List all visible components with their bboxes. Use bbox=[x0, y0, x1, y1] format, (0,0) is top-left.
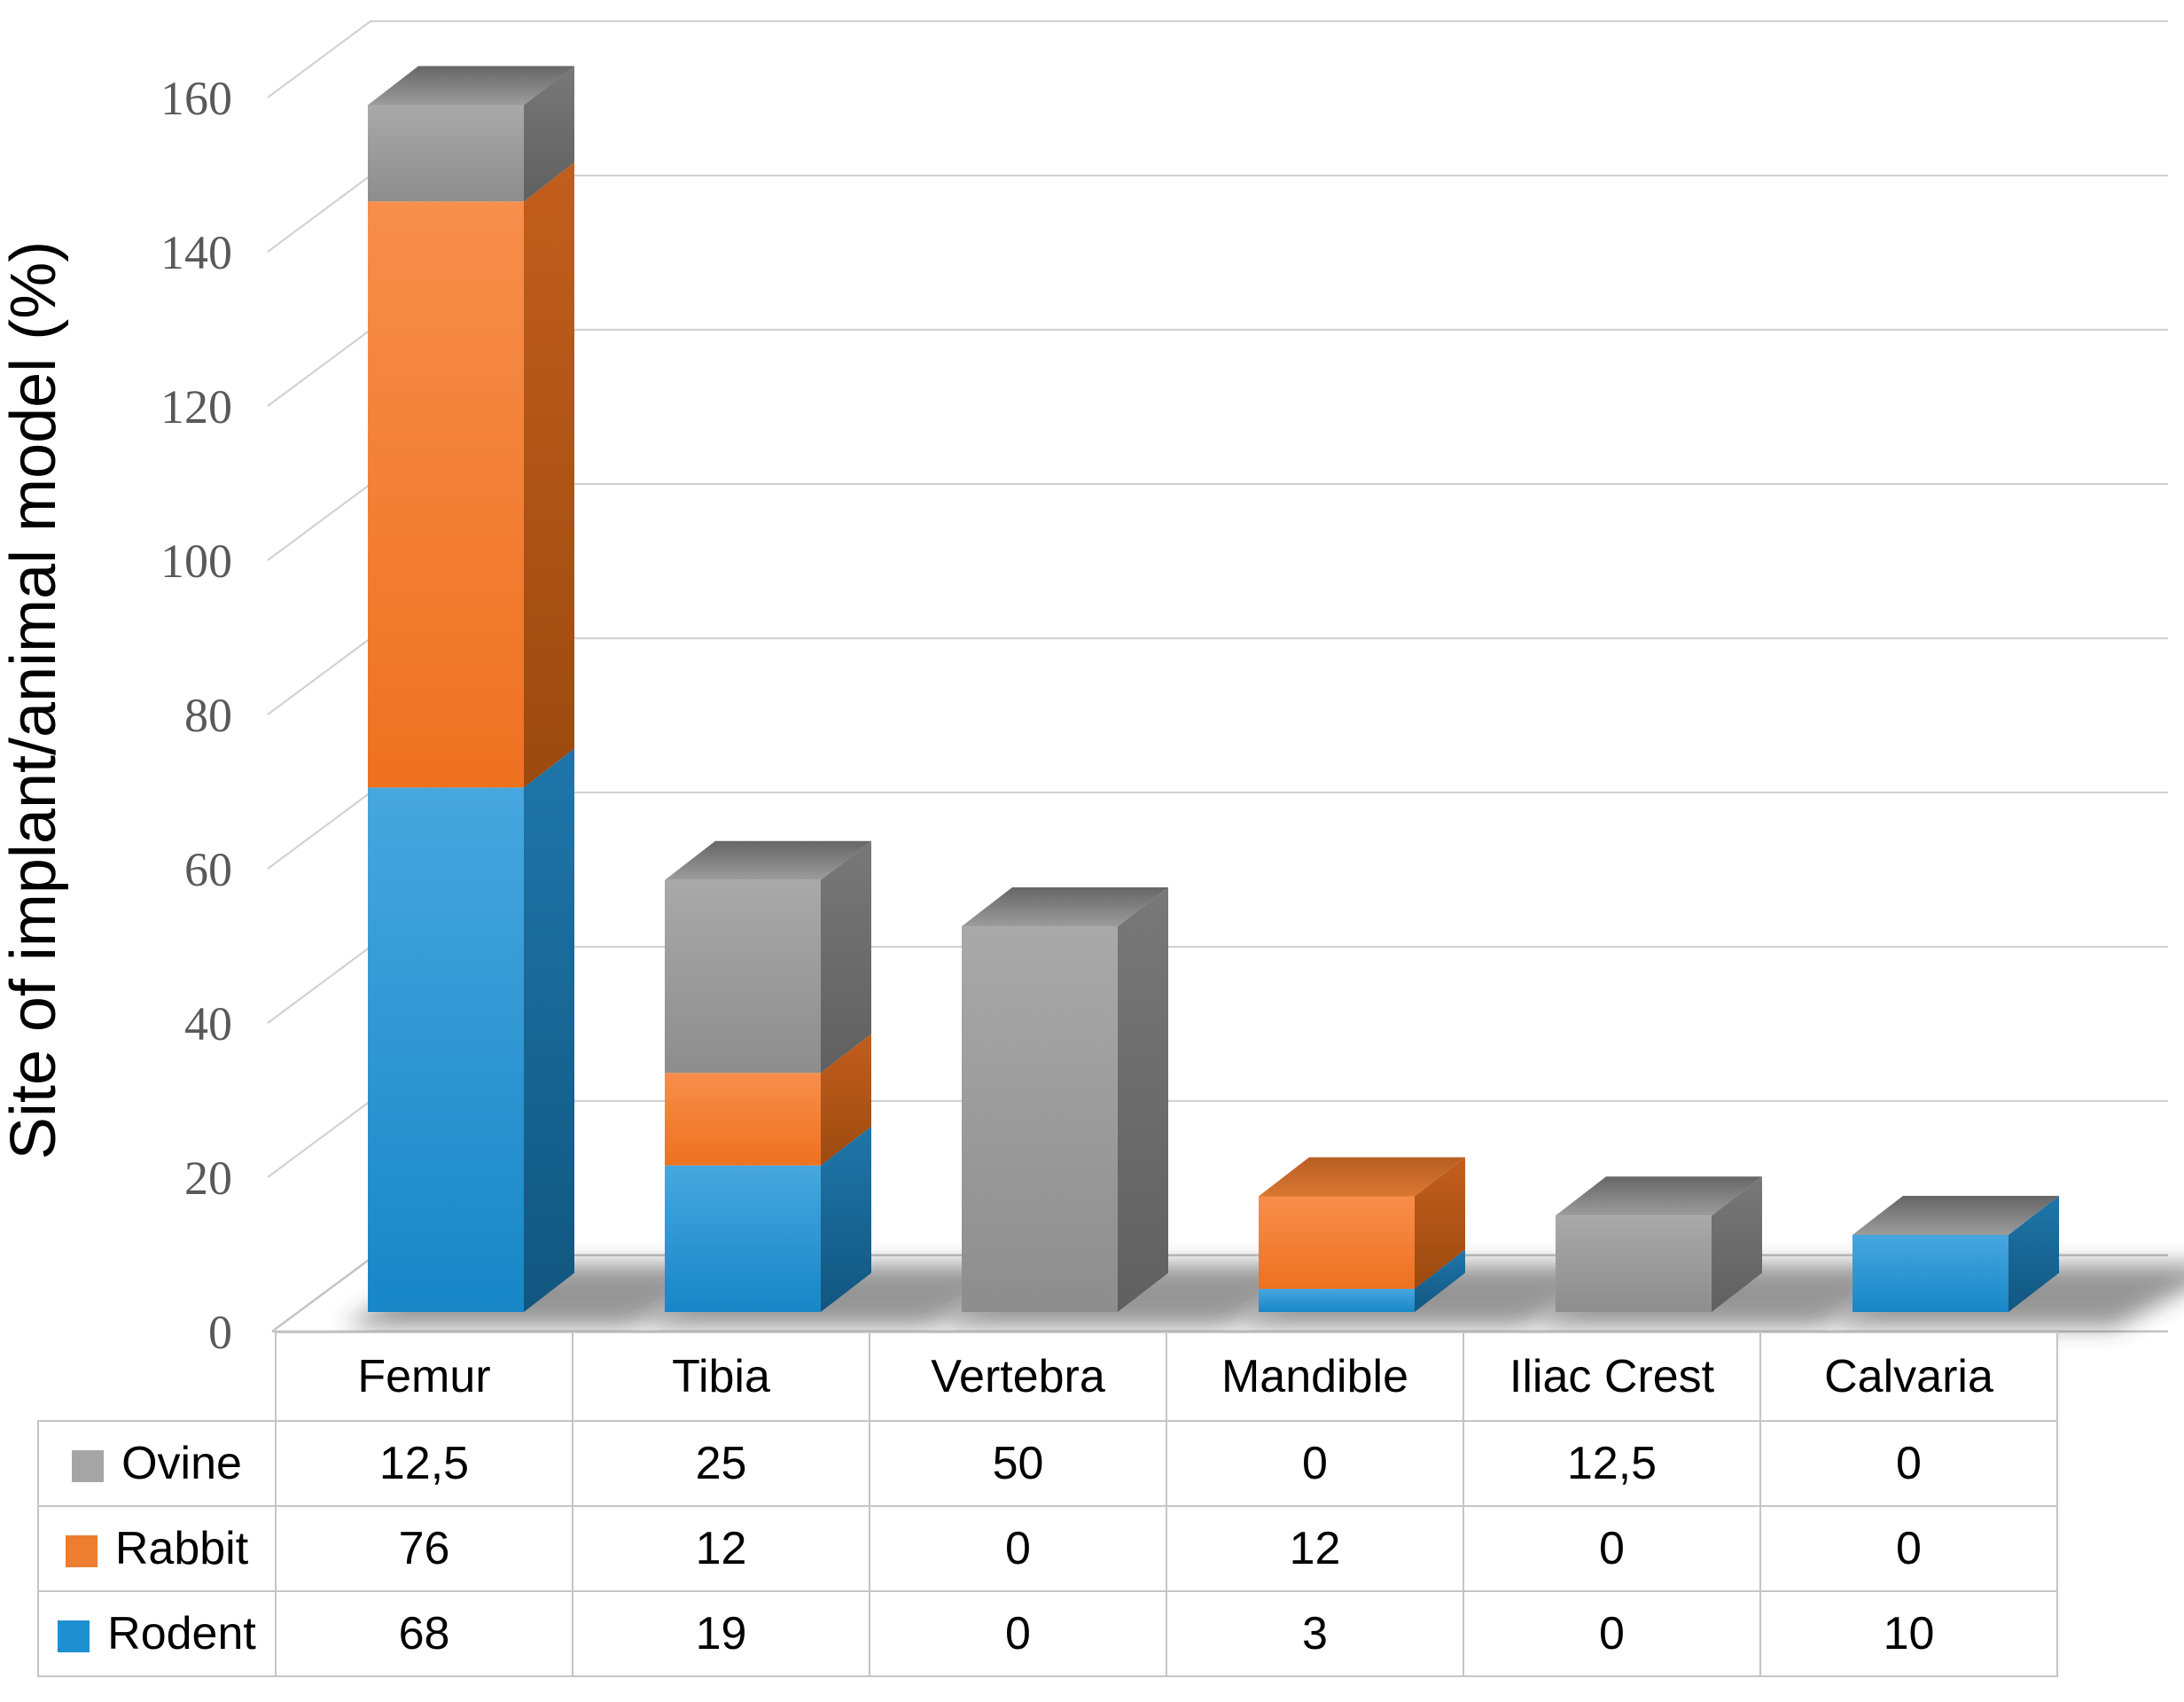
bar-segment-tibia-rabbit bbox=[665, 1073, 821, 1166]
table-col-header-femur: Femur bbox=[275, 1331, 573, 1422]
bar-top-tibia bbox=[665, 840, 871, 880]
bar-top-femur bbox=[368, 66, 574, 105]
table-cell-rodent-femur: 68 bbox=[275, 1590, 573, 1677]
y-tick-label-120: 120 bbox=[160, 380, 232, 433]
bar-top-vertebra bbox=[962, 887, 1168, 926]
y-tick-label-40: 40 bbox=[184, 997, 232, 1050]
bar-segment-femur-rabbit bbox=[368, 201, 524, 788]
bar-top-calvaria bbox=[1852, 1196, 2059, 1235]
bar-segment-femur-rodent bbox=[368, 787, 524, 1312]
bar-calvaria bbox=[1852, 1196, 2059, 1312]
table-cell-rabbit-vertebra: 0 bbox=[869, 1505, 1167, 1592]
legend-swatch-ovine bbox=[72, 1450, 105, 1482]
table-col-header-vertebra: Vertebra bbox=[869, 1331, 1167, 1422]
bar-segment-side-tibia-ovine bbox=[821, 840, 871, 1074]
table-cell-rabbit-calvaria: 0 bbox=[1759, 1505, 2058, 1592]
bar-segment-tibia-ovine bbox=[665, 879, 821, 1074]
legend-swatch-rodent bbox=[58, 1620, 90, 1652]
y-tick-label-0: 0 bbox=[208, 1306, 232, 1359]
table-row-ovine: Ovine 12,5 25 50 0 12,5 0 bbox=[37, 1420, 2058, 1507]
table-row-rabbit: Rabbit 76 12 0 12 0 0 bbox=[37, 1505, 2058, 1592]
bar-segment-tibia-rodent bbox=[665, 1165, 821, 1312]
table-col-header-tibia: Tibia bbox=[572, 1331, 870, 1422]
table-cell-ovine-tibia: 25 bbox=[572, 1420, 870, 1507]
table-cell-rodent-tibia: 19 bbox=[572, 1590, 870, 1677]
bar-segment-iliac-crest-ovine bbox=[1556, 1215, 1712, 1312]
legend-cell-ovine: Ovine bbox=[37, 1420, 277, 1507]
y-tick-label-140: 140 bbox=[160, 226, 232, 279]
table-cell-ovine-vertebra: 50 bbox=[869, 1420, 1167, 1507]
table-col-header-mandible: Mandible bbox=[1166, 1331, 1464, 1422]
y-tick-labels: 0 20 40 60 80 100 120 140 160 bbox=[160, 72, 232, 1359]
table-cell-rabbit-tibia: 12 bbox=[572, 1505, 870, 1592]
y-tick-label-60: 60 bbox=[184, 843, 232, 896]
table-cell-ovine-femur: 12,5 bbox=[275, 1420, 573, 1507]
bar-segment-mandible-rabbit bbox=[1259, 1196, 1415, 1289]
y-tick-label-80: 80 bbox=[184, 689, 232, 742]
y-tick-label-100: 100 bbox=[160, 535, 232, 588]
bar-segment-side-femur-rodent bbox=[524, 748, 574, 1312]
legend-label-rabbit: Rabbit bbox=[114, 1523, 249, 1574]
table-header-row: Femur Tibia Vertebra Mandible Iliac Crest Cal… bbox=[38, 1331, 2058, 1422]
data-table: Femur Tibia Vertebra Mandible Iliac Crest Cal… bbox=[37, 1331, 2058, 1677]
table-cell-rabbit-femur: 76 bbox=[275, 1505, 573, 1592]
bars bbox=[368, 66, 2059, 1312]
legend-label-rodent: Rodent bbox=[107, 1608, 256, 1659]
bar-segment-side-femur-ovine bbox=[524, 66, 574, 202]
bar-femur bbox=[368, 66, 574, 1312]
legend-cell-rabbit: Rabbit bbox=[37, 1505, 277, 1592]
bar-top-mandible bbox=[1259, 1157, 1465, 1197]
table-cell-rabbit-iliac-crest: 0 bbox=[1462, 1505, 1761, 1592]
table-body: Ovine 12,5 25 50 0 12,5 0 Rabbit 76 12 0 12 0 0 Rodent… bbox=[37, 1420, 2058, 1677]
table-cell-rodent-mandible: 3 bbox=[1166, 1590, 1464, 1677]
table-cell-ovine-calvaria: 0 bbox=[1759, 1420, 2058, 1507]
bar-segment-side-mandible-rabbit bbox=[1415, 1157, 1465, 1289]
bar-segment-side-tibia-rodent bbox=[821, 1126, 871, 1312]
bar-segment-side-vertebra-ovine bbox=[1118, 887, 1168, 1312]
y-tick-label-20: 20 bbox=[184, 1152, 232, 1205]
bar-segment-side-iliac-crest-ovine bbox=[1712, 1176, 1762, 1312]
table-cell-rodent-iliac-crest: 0 bbox=[1462, 1590, 1761, 1677]
bar-segment-femur-ovine bbox=[368, 105, 524, 202]
bar-mandible bbox=[1259, 1157, 1465, 1312]
table-cell-rodent-vertebra: 0 bbox=[869, 1590, 1167, 1677]
bar-iliac-crest bbox=[1556, 1176, 1762, 1312]
bar-segment-calvaria-rodent bbox=[1852, 1235, 2008, 1312]
bar-segment-vertebra-ovine bbox=[962, 926, 1118, 1312]
bar-segment-side-tibia-rabbit bbox=[821, 1034, 871, 1166]
legend-label-ovine: Ovine bbox=[121, 1438, 242, 1489]
bar-vertebra bbox=[962, 887, 1168, 1312]
bar-segment-mandible-rodent bbox=[1259, 1288, 1415, 1312]
legend-swatch-rabbit bbox=[65, 1535, 98, 1567]
bar-segment-side-femur-rabbit bbox=[524, 162, 574, 788]
table-cell-rodent-calvaria: 10 bbox=[1759, 1590, 2058, 1677]
table-header: Femur Tibia Vertebra Mandible Iliac Crest Cal… bbox=[38, 1331, 2058, 1422]
table-row-rodent: Rodent 68 19 0 3 0 10 bbox=[37, 1590, 2058, 1677]
bar-tibia bbox=[665, 840, 871, 1312]
gridline-160 bbox=[267, 20, 2168, 98]
table-cell-ovine-iliac-crest: 12,5 bbox=[1462, 1420, 1761, 1507]
table-corner-blank bbox=[38, 1332, 276, 1421]
table-cell-ovine-mandible: 0 bbox=[1166, 1420, 1464, 1507]
legend-cell-rodent: Rodent bbox=[37, 1590, 277, 1677]
bar-top-iliac-crest bbox=[1556, 1176, 1762, 1216]
table-cell-rabbit-mandible: 12 bbox=[1166, 1505, 1464, 1592]
table-col-header-iliac-crest: Iliac Crest bbox=[1462, 1331, 1761, 1422]
bar-segment-side-mandible-rodent bbox=[1415, 1249, 1465, 1312]
y-tick-label-160: 160 bbox=[160, 72, 232, 125]
y-axis-title: Site of implant/animal model (%) bbox=[0, 241, 69, 1159]
table-col-header-calvaria: Calvaria bbox=[1759, 1331, 2058, 1422]
bar-segment-side-calvaria-rodent bbox=[2008, 1196, 2059, 1312]
stacked-bar-3d-chart: 0 20 40 60 80 100 120 140 160 Site of implant/an… bbox=[0, 20, 2184, 1359]
